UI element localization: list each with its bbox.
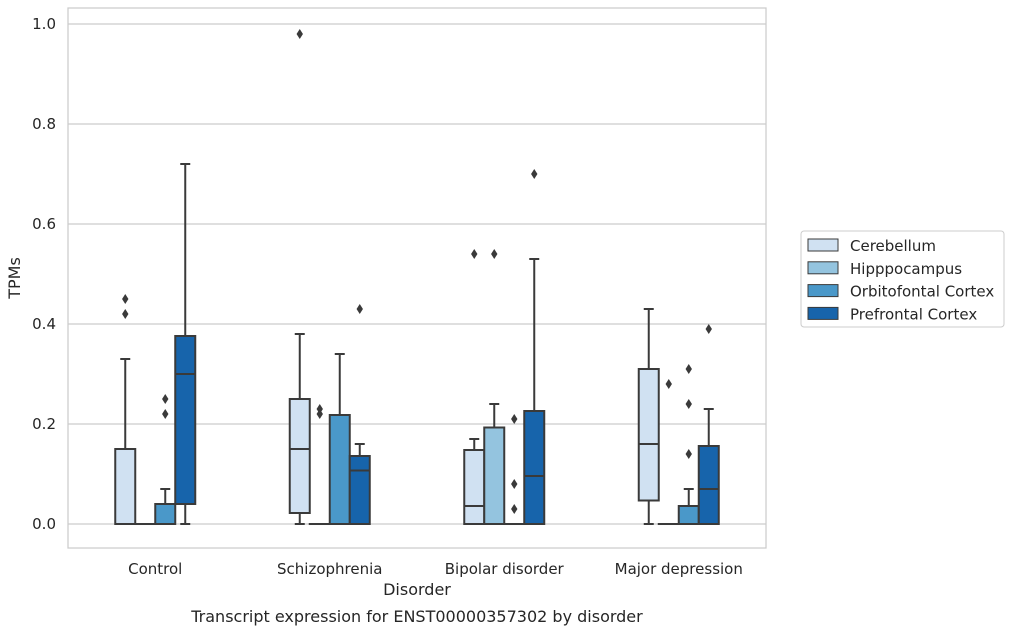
x-tick-label: Bipolar disorder [445,560,565,578]
outlier-point [685,399,692,409]
y-tick-label: 0.8 [32,115,56,133]
outlier-point [122,294,129,304]
box [523,169,546,525]
legend-label: Prefrontal Cortex [850,305,977,323]
y-tick-label: 0.6 [32,215,56,233]
x-tick-label: Schizophrenia [277,560,382,578]
legend-label: Orbitofontal Cortex [850,283,994,301]
box [483,249,506,525]
legend-swatch [807,238,839,252]
box [174,163,197,525]
box [503,414,526,526]
box-body [154,503,177,525]
y-tick-label: 0.2 [32,415,56,433]
legend-swatch [807,306,839,320]
outlier-point [296,29,303,39]
box-body [328,414,351,525]
outlier-point [511,414,518,424]
box [308,404,331,526]
outlier-point [685,449,692,459]
legend-label: Cerebellum [850,237,936,255]
outlier-point [665,379,672,389]
box [697,324,720,525]
outlier-point [122,309,129,319]
outlier-point [162,409,169,419]
outlier-point [491,249,498,259]
box-series-group [114,29,720,526]
series-prefrontal-cortex [174,163,720,525]
outlier-point [685,364,692,374]
box-body [637,368,660,502]
chart-caption: Transcript expression for ENST0000035730… [190,607,643,626]
outlier-point [162,394,169,404]
outlier-point [316,404,323,414]
legend-swatch [807,284,839,298]
outlier-point [471,249,478,259]
box-body [523,410,546,525]
series-orbitofontal-cortex [154,353,700,526]
legend-frame [800,230,1005,328]
box-body [483,426,506,525]
box-body [697,445,720,525]
outlier-point [531,169,538,179]
legend: Cerebellum Hipppocampus Orbitofontal Corte… [800,230,1005,328]
y-tick-label: 0.0 [32,515,56,533]
legend-swatch [807,261,839,275]
outlier-point [511,479,518,489]
box-body [463,449,486,525]
y-tick-label: 1.0 [32,15,56,33]
box [288,29,311,525]
x-tick-labels: Control Schizophrenia Bipolar disorder Majo… [128,560,743,578]
box-body [114,448,137,525]
box [637,308,660,525]
legend-label: Hipppocampus [850,260,962,278]
box [154,394,177,525]
series-cerebellum [114,29,660,525]
outlier-point [511,504,518,514]
box [328,353,351,525]
x-axis-label: Disorder [383,580,451,599]
y-tick-label: 0.4 [32,315,56,333]
y-axis-label: TPMs [5,257,24,300]
box [348,304,371,525]
plot-frame [67,7,767,549]
box [463,249,486,525]
outlier-point [705,324,712,334]
box-body [174,335,197,505]
box [114,294,137,525]
series-hipppocampus [134,249,680,526]
outlier-point [356,304,363,314]
box-body [288,398,311,514]
y-tick-labels: 0.0 0.2 0.4 0.6 0.8 1.0 [32,15,56,533]
box-body [677,505,700,525]
x-tick-label: Control [128,560,182,578]
box-body [348,455,371,525]
x-tick-label: Major depression [615,560,743,578]
